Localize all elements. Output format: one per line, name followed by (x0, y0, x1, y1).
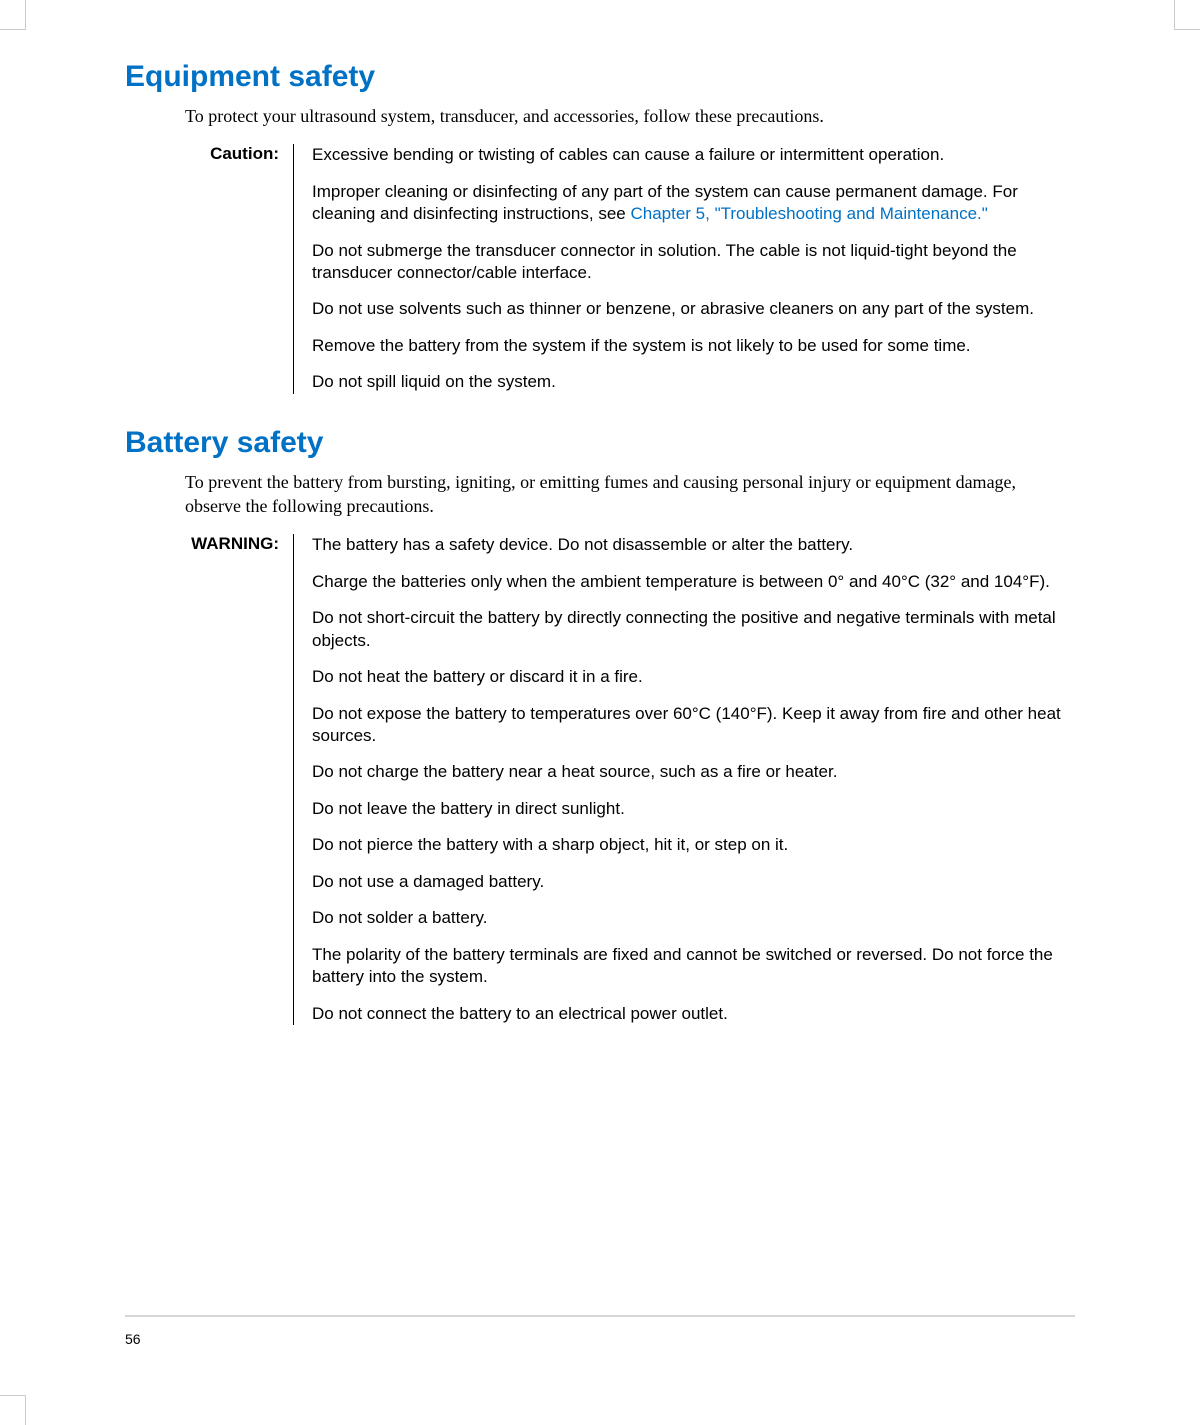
caution-para: Remove the battery from the system if th… (312, 335, 1065, 357)
crop-mark-top-left (0, 0, 26, 30)
caution-block: Caution: Excessive bending or twisting o… (185, 144, 1075, 394)
page-content: Equipment safety To protect your ultraso… (125, 60, 1075, 1057)
warning-para: Do not short-circuit the battery by dire… (312, 607, 1065, 652)
warning-label-col: WARNING: (185, 534, 293, 1025)
warning-para: Do not connect the battery to an electri… (312, 1003, 1065, 1025)
caution-para: Do not spill liquid on the system. (312, 371, 1065, 393)
warning-para: Do not heat the battery or discard it in… (312, 666, 1065, 688)
warning-para: Do not charge the battery near a heat so… (312, 761, 1065, 783)
caution-label-col: Caution: (185, 144, 293, 394)
intro-equipment-safety: To protect your ultrasound system, trans… (185, 104, 1065, 128)
warning-para: Do not leave the battery in direct sunli… (312, 798, 1065, 820)
page-footer: 56 (125, 1315, 1075, 1347)
warning-para: Do not expose the battery to temperature… (312, 703, 1065, 748)
caution-body: Excessive bending or twisting of cables … (293, 144, 1075, 394)
warning-para: Charge the batteries only when the ambie… (312, 571, 1065, 593)
warning-para: The battery has a safety device. Do not … (312, 534, 1065, 556)
caution-label: Caution: (210, 144, 279, 163)
caution-para: Excessive bending or twisting of cables … (312, 144, 1065, 166)
warning-block: WARNING: The battery has a safety device… (185, 534, 1075, 1025)
warning-para: Do not pierce the battery with a sharp o… (312, 834, 1065, 856)
crop-mark-top-right (1174, 0, 1200, 30)
chapter-link[interactable]: Chapter 5, "Troubleshooting and Maintena… (630, 204, 987, 223)
caution-para: Improper cleaning or disinfecting of any… (312, 181, 1065, 226)
heading-battery-safety: Battery safety (125, 426, 1075, 460)
crop-mark-bottom-left (0, 1395, 26, 1425)
caution-para: Do not submerge the transducer connector… (312, 240, 1065, 285)
heading-equipment-safety: Equipment safety (125, 60, 1075, 94)
page-number: 56 (125, 1331, 1075, 1347)
warning-body: The battery has a safety device. Do not … (293, 534, 1075, 1025)
warning-para: Do not solder a battery. (312, 907, 1065, 929)
warning-label: WARNING: (191, 534, 279, 553)
intro-battery-safety: To prevent the battery from bursting, ig… (185, 470, 1065, 519)
footer-rule (125, 1315, 1075, 1317)
warning-para: Do not use a damaged battery. (312, 871, 1065, 893)
warning-para: The polarity of the battery terminals ar… (312, 944, 1065, 989)
caution-para: Do not use solvents such as thinner or b… (312, 298, 1065, 320)
